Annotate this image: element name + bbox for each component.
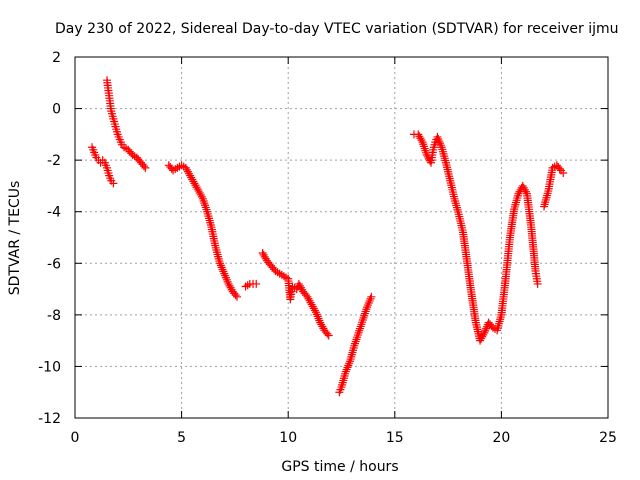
data-point	[219, 267, 228, 276]
data-point	[420, 144, 429, 153]
data-point	[436, 141, 445, 150]
data-point	[433, 132, 442, 141]
data-point	[202, 205, 211, 214]
data-point	[324, 331, 333, 340]
data-point	[231, 291, 240, 300]
grid-lines	[75, 57, 608, 418]
x-tick-label: 15	[386, 430, 404, 446]
data-point	[365, 296, 374, 305]
data-point	[555, 164, 564, 173]
x-tick-label: 20	[492, 430, 510, 446]
data-point	[366, 294, 375, 303]
data-point	[355, 324, 364, 333]
data-point	[197, 192, 206, 201]
chart-title: Day 230 of 2022, Sidereal Day-to-day VTE…	[55, 21, 619, 37]
data-point	[201, 201, 210, 210]
data-point	[220, 269, 229, 278]
data-point	[353, 331, 362, 340]
data-point	[435, 137, 444, 146]
y-tick-label: -2	[47, 153, 61, 169]
data-point	[315, 316, 324, 325]
data-point	[310, 306, 319, 315]
data-point	[216, 261, 225, 270]
data-point	[344, 361, 353, 370]
data-point	[533, 279, 542, 288]
x-tick-label: 0	[71, 430, 80, 446]
data-point	[360, 309, 369, 318]
data-point	[218, 265, 227, 274]
y-tick-label: -8	[47, 308, 61, 324]
data-point	[314, 314, 323, 323]
data-point	[141, 163, 150, 172]
data-point	[353, 333, 362, 342]
x-tick-labels: 0 5 10 15 20 25	[71, 430, 617, 446]
data-point	[341, 367, 350, 376]
y-tick-label: 2	[52, 50, 61, 66]
data-point	[312, 310, 321, 319]
data-point	[109, 179, 118, 188]
data-point	[358, 318, 367, 327]
data-point	[521, 187, 530, 196]
data-point	[201, 203, 210, 212]
data-point	[351, 339, 360, 348]
data-point	[351, 337, 360, 346]
y-tick-label: -12	[38, 411, 61, 427]
data-point	[343, 363, 352, 372]
y-tick-label: 0	[52, 102, 61, 118]
data-point	[342, 365, 351, 374]
data-point	[139, 162, 148, 171]
data-point	[479, 330, 488, 339]
data-point	[417, 136, 426, 145]
x-tick-label: 25	[599, 430, 617, 446]
data-point	[354, 328, 363, 337]
y-tick-label: -10	[38, 359, 61, 375]
x-tick-label: 10	[279, 430, 297, 446]
data-point	[559, 169, 568, 178]
x-axis-label: GPS time / hours	[281, 459, 398, 475]
data-point	[243, 281, 252, 290]
data-point	[233, 292, 242, 301]
data-point	[352, 335, 361, 344]
data-point	[221, 271, 230, 280]
y-axis-label: SDTVAR / TECUs	[7, 181, 23, 296]
data-point	[357, 320, 366, 329]
data-point	[323, 329, 332, 338]
axis-ticks	[74, 56, 609, 419]
data-point	[481, 326, 490, 335]
data-point	[345, 359, 354, 368]
data-point	[355, 326, 364, 335]
data-point	[358, 316, 367, 325]
data-point	[252, 279, 261, 288]
data-point	[367, 292, 376, 301]
data-point	[217, 263, 226, 272]
data-point	[360, 311, 369, 320]
data-point	[482, 324, 491, 333]
plot-frame	[74, 56, 609, 419]
data-point	[223, 277, 232, 286]
data-point	[260, 252, 269, 261]
x-tick-label: 5	[177, 430, 186, 446]
data-point	[434, 134, 443, 143]
data-points	[88, 76, 568, 397]
y-tick-label: -4	[47, 205, 61, 221]
y-tick-labels: -12 -10 -8 -6 -4 -2 0 2	[38, 50, 61, 427]
data-point	[222, 275, 231, 284]
data-point	[311, 308, 320, 317]
data-point	[221, 273, 230, 282]
data-point	[363, 301, 372, 310]
data-point	[363, 303, 372, 312]
data-point	[356, 322, 365, 331]
data-point	[364, 298, 373, 307]
data-point	[435, 139, 444, 148]
data-point	[480, 328, 489, 337]
data-point	[313, 312, 322, 321]
data-point	[215, 259, 224, 268]
y-tick-label: -6	[47, 256, 61, 272]
